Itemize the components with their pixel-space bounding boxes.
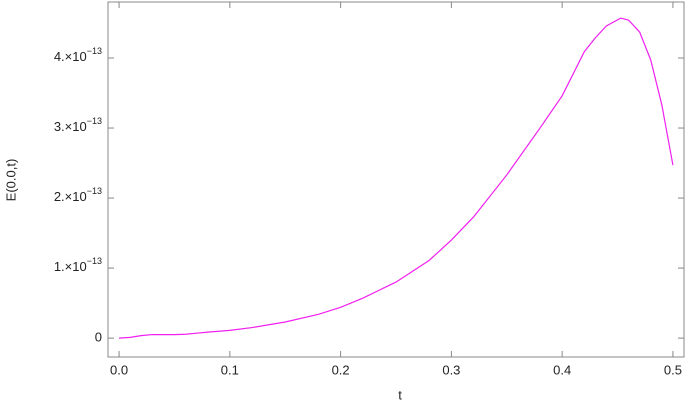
- x-axis-label: t: [398, 387, 402, 402]
- x-tick-label: 0.2: [332, 362, 350, 377]
- y-tick-label: 3.×10−13: [54, 116, 102, 134]
- x-tick-label: 0.4: [553, 362, 571, 377]
- y-axis-label: E(0.0,t): [3, 159, 18, 202]
- x-tick-label: 0.1: [221, 362, 239, 377]
- y-tick-label: 0: [95, 330, 102, 345]
- plot-frame: [107, 1, 685, 358]
- y-tick-label: 1.×10−13: [54, 256, 102, 274]
- x-tick-label: 0.3: [442, 362, 460, 377]
- data-line: [119, 17, 674, 339]
- x-tick-label: 0.5: [664, 362, 682, 377]
- y-tick-label: 2.×10−13: [54, 186, 102, 204]
- y-tick-label: 4.×10−13: [54, 46, 102, 64]
- x-tick-label: 0.0: [110, 362, 128, 377]
